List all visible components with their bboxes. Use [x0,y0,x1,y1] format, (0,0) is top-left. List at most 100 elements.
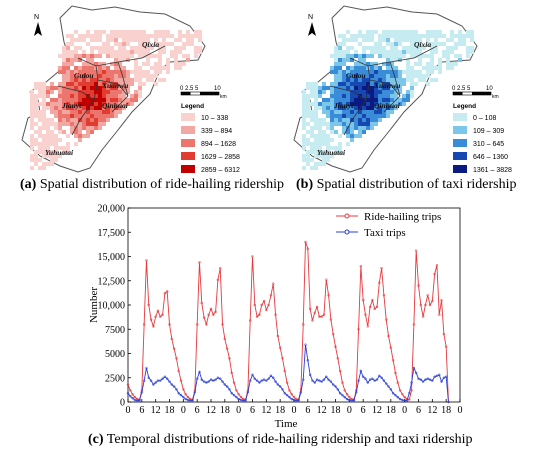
density-cell [410,30,414,34]
density-cell [366,34,370,38]
density-cell [106,66,110,70]
density-cell [158,42,162,46]
density-cell [458,34,462,38]
density-cell [82,118,86,122]
density-cell [346,142,350,146]
density-cell [418,78,422,82]
data-point [214,310,217,314]
y-tick-label: 12,500 [98,276,126,287]
data-point [359,264,363,268]
density-cell [126,78,130,82]
density-cell [382,98,386,102]
density-cell [114,74,118,78]
density-cell [190,38,194,42]
density-cell [118,30,122,34]
density-cell [38,82,42,86]
density-cell [326,86,330,90]
density-cell [90,90,94,94]
density-cell [182,46,186,50]
density-cell [354,66,358,70]
density-cell [78,54,82,58]
density-cell [362,106,366,110]
density-cell [66,70,70,74]
density-cell [398,38,402,42]
density-cell [374,46,378,50]
legend-class-label: 894 – 1628 [201,141,236,148]
density-cell [154,62,158,66]
data-point [345,397,349,401]
density-cell [314,102,318,106]
x-tick-label: 6 [305,405,310,416]
data-point [435,374,439,378]
x-tick-label: 18 [441,405,451,416]
data-point [361,298,365,302]
density-cell [354,38,358,42]
density-cell [146,54,150,58]
map-a-district-lines [57,45,166,136]
density-cell [358,58,362,62]
density-cell [86,98,90,102]
density-cell [158,34,162,38]
density-cell [366,122,370,126]
density-cell [402,54,406,58]
density-cell [370,86,374,90]
density-cell [374,102,378,106]
density-cell [334,86,338,90]
density-cell [350,114,354,118]
density-cell [66,106,70,110]
density-cell [334,70,338,74]
density-cell [42,166,46,170]
density-cell [142,74,146,78]
density-cell [66,114,70,118]
x-tick-label: 18 [275,405,285,416]
density-cell [54,158,58,162]
data-point [253,377,257,380]
density-cell [150,54,154,58]
density-cell [138,54,142,58]
density-cell [302,94,306,98]
density-cell [306,86,310,90]
density-cell [198,34,202,38]
density-cell [50,162,54,166]
density-cell [434,38,438,42]
data-point [378,374,381,378]
density-cell [118,106,122,110]
density-cell [134,98,138,102]
density-cell [86,90,90,94]
density-cell [70,54,74,58]
density-cell [366,94,370,98]
density-cell [138,74,142,78]
data-point [244,399,247,402]
density-cell [386,70,390,74]
density-cell [58,114,62,118]
density-cell [338,118,342,122]
density-cell [186,54,190,58]
density-cell [374,50,378,54]
density-cell [434,78,438,82]
density-cell [34,102,38,106]
density-cell [62,66,66,70]
density-cell [154,38,158,42]
legend-swatch [453,113,467,121]
density-cell [394,58,398,62]
data-point [165,377,169,380]
density-cell [78,46,82,50]
density-cell [390,42,394,46]
density-cell [394,34,398,38]
density-cell [310,102,314,106]
density-cell [42,94,46,98]
density-cell [66,118,70,122]
density-cell [350,110,354,114]
data-point [338,392,342,395]
data-point [129,394,132,398]
data-point [311,319,314,322]
density-cell [98,46,102,50]
density-cell [394,54,398,58]
density-cell [42,102,46,106]
density-cell [74,86,78,90]
data-point [262,378,266,381]
density-cell [134,30,138,34]
density-cell [62,58,66,62]
map-b-north-label: N [308,14,313,21]
data-point [424,303,427,307]
